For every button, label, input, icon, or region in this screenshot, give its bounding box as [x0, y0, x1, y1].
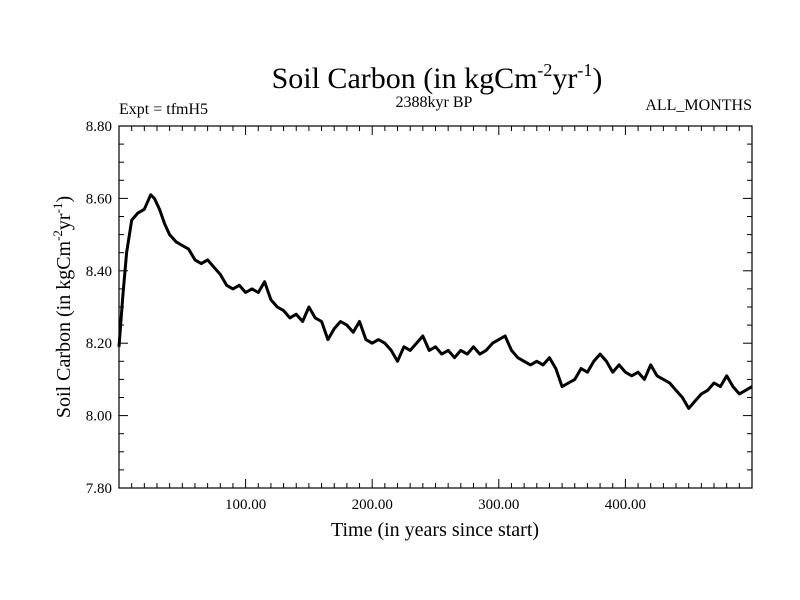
x-axis-label: Time (in years since start)	[331, 519, 539, 541]
series-line-soil-carbon	[117, 193, 753, 410]
subtitle-left: Expt = tfmH5	[119, 101, 208, 118]
y-tick-label: 8.40	[86, 264, 112, 280]
chart-title-sup2: -1	[577, 60, 592, 80]
chart-title-sup1: -2	[537, 60, 552, 80]
y-axis-label-sup2: -1	[50, 203, 65, 214]
y-tick-label: 8.20	[86, 336, 112, 352]
y-tick-label: 8.60	[86, 191, 112, 207]
y-axis-label-end: )	[53, 196, 75, 203]
x-tick-label: 200.00	[352, 497, 393, 513]
y-tick-label: 7.80	[86, 481, 112, 497]
series-group	[117, 193, 753, 410]
plot-frame	[118, 125, 753, 489]
x-tick-label: 300.00	[478, 497, 519, 513]
y-axis-label: Soil Carbon (in kgCm-2yr-1)	[50, 196, 75, 418]
y-tick-label: 8.80	[86, 119, 112, 135]
x-tick-labels: 100.00 200.00 300.00 400.00	[225, 497, 646, 513]
x-tick-label: 100.00	[225, 497, 266, 513]
y-axis-label-sup1: -2	[50, 230, 65, 241]
chart-title-mid: yr	[552, 62, 577, 95]
tick-marks	[119, 126, 752, 488]
y-axis-label-text: Soil Carbon (in kgCm	[53, 240, 75, 418]
chart-title-text: Soil Carbon (in kgCm	[272, 62, 538, 95]
y-tick-label: 8.00	[86, 409, 112, 425]
y-tick-labels: 7.80 8.00 8.20 8.40 8.60 8.80	[86, 119, 112, 497]
x-tick-label: 400.00	[605, 497, 646, 513]
chart-title: Soil Carbon (in kgCm-2yr-1)	[272, 60, 603, 95]
y-axis-label-mid: yr	[53, 213, 75, 230]
subtitle-center: 2388kyr BP	[396, 94, 473, 111]
subtitle-right: ALL_MONTHS	[645, 97, 752, 114]
chart-title-end: )	[592, 62, 602, 95]
